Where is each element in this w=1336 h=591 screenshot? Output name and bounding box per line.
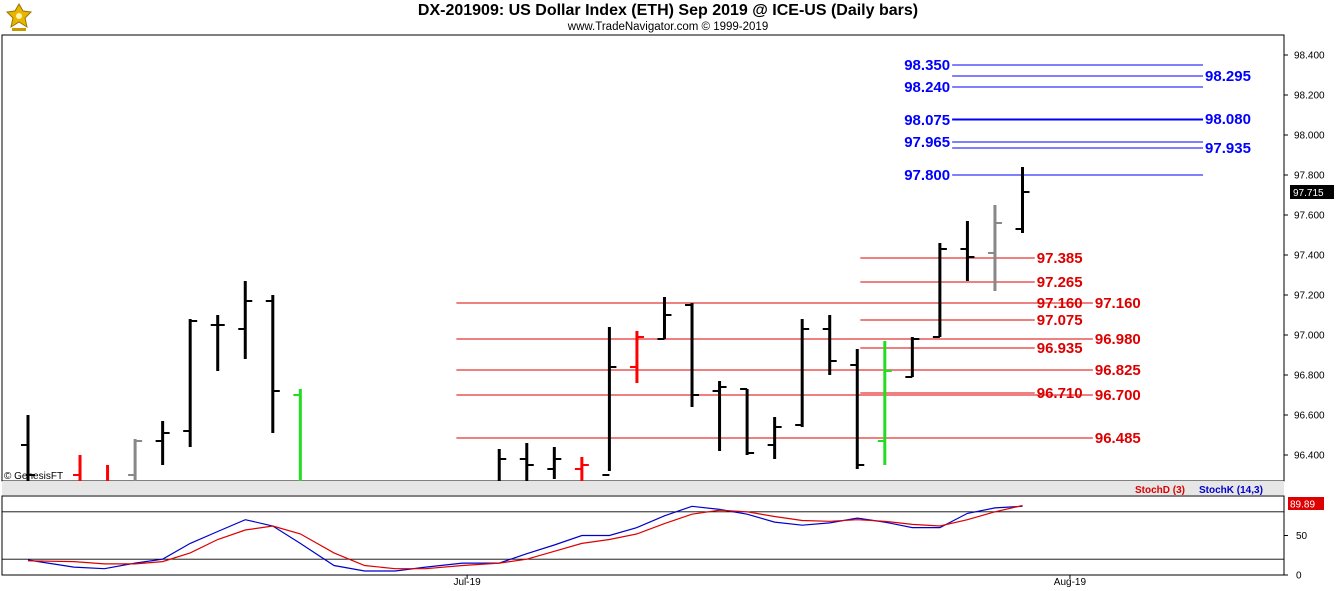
- chart-subtitle: www.TradeNavigator.com © 1999-2019: [567, 21, 769, 33]
- price-y-tick-label: 97.600: [1294, 211, 1325, 222]
- ohlc-bar: [960, 221, 975, 281]
- resistance-label: 98.295: [1205, 68, 1251, 85]
- legend-stochd: StochD (3): [1135, 485, 1185, 496]
- ohlc-bar: [238, 281, 253, 359]
- ohlc-bar: [740, 388, 755, 455]
- ohlc-bar: [712, 381, 727, 451]
- ohlc-bar: [877, 341, 892, 465]
- level-lines: 98.350 98.295 98.240 98.075 98.080 97.965 97.9…: [456, 57, 1251, 447]
- support-label: 96.710: [1037, 385, 1083, 402]
- trade-navigator-logo-icon: [4, 2, 34, 33]
- price-y-tick-label: 97.800: [1294, 171, 1325, 182]
- ohlc-bar: [21, 415, 35, 481]
- price-y-tick-label: 97.400: [1294, 251, 1325, 262]
- resistance-label: 98.240: [904, 79, 950, 96]
- support-label: 97.265: [1037, 274, 1083, 291]
- ohlc-bar: [987, 205, 1002, 291]
- x-axis-label: Jul-19: [453, 577, 481, 588]
- stochastic-panel-border: [1, 495, 1285, 576]
- price-y-tick-label: 98.200: [1294, 91, 1325, 102]
- stochastic-d-line: [27, 504, 1023, 570]
- legend-stochk: StochK (14,3): [1199, 485, 1263, 496]
- ohlc-bar: [519, 443, 534, 481]
- ohlc-bars: [21, 167, 1030, 481]
- resistance-label: 97.965: [904, 134, 950, 151]
- x-axis-label: Aug-19: [1054, 577, 1087, 588]
- support-label: 97.075: [1037, 312, 1083, 329]
- price-y-tick-label: 96.600: [1294, 411, 1325, 422]
- stochastic-last-value-box: [1288, 496, 1324, 510]
- ohlc-bar: [293, 389, 302, 481]
- ohlc-bar: [183, 319, 198, 447]
- support-label: 97.385: [1037, 250, 1083, 267]
- chart-title: DX-201909: US Dollar Index (ETH) Sep 201…: [417, 2, 919, 19]
- ohlc-bar: [1015, 167, 1030, 233]
- ohlc-bar: [685, 303, 700, 407]
- axes: 96.400 96.600 96.800 97.000 97.200 97.400 97.6…: [453, 51, 1334, 588]
- price-y-tick-label: 98.000: [1294, 131, 1325, 142]
- ohlc-bar: [497, 449, 507, 481]
- stochastic-y-tick-label: 0: [1296, 571, 1302, 582]
- ohlc-bar: [850, 349, 865, 469]
- price-y-tick-label: 96.400: [1294, 451, 1325, 462]
- ohlc-bar: [767, 417, 782, 459]
- ohlc-bar: [106, 465, 110, 481]
- ohlc-bar: [602, 327, 617, 476]
- last-price-box: [1290, 185, 1334, 199]
- ohlc-bar: [822, 315, 837, 375]
- price-panel: [1, 34, 1285, 495]
- support-label: 96.700: [1095, 387, 1141, 404]
- resistance-label: 97.935: [1205, 140, 1251, 157]
- ohlc-bar: [73, 455, 82, 481]
- last-price-label: 97.715: [1293, 188, 1324, 199]
- ohlc-bar: [155, 421, 170, 465]
- ohlc-bar: [547, 447, 562, 479]
- ohlc-bar: [574, 457, 589, 481]
- stochastic-y-tick-label: 50: [1296, 531, 1308, 542]
- support-label: 96.935: [1037, 340, 1083, 357]
- ohlc-bar: [210, 315, 225, 371]
- support-label: 96.485: [1095, 430, 1141, 447]
- resistance-label: 98.350: [904, 57, 950, 74]
- panel-separator: [2, 481, 1284, 495]
- ohlc-bar: [629, 331, 644, 383]
- stochastic-panel: [1, 495, 1285, 576]
- price-y-tick-label: 96.800: [1294, 371, 1325, 382]
- support-label: 96.825: [1095, 362, 1141, 379]
- ohlc-bar: [932, 243, 947, 338]
- support-label: 96.980: [1095, 331, 1141, 348]
- stochastic-k-line: [27, 505, 1023, 572]
- ohlc-bar: [905, 337, 920, 378]
- resistance-label: 98.075: [904, 112, 950, 129]
- support-label: 97.160: [1095, 295, 1141, 312]
- ohlc-bar: [795, 319, 810, 427]
- price-y-tick-label: 97.200: [1294, 291, 1325, 302]
- price-y-tick-label: 98.400: [1294, 51, 1325, 62]
- resistance-label: 97.800: [904, 167, 950, 184]
- resistance-label: 98.080: [1205, 111, 1251, 128]
- stochastic-lines: [27, 504, 1023, 572]
- price-panel-border: [1, 34, 1285, 482]
- ohlc-bar: [657, 297, 672, 340]
- ohlc-bar: [265, 295, 280, 433]
- ohlc-bar: [128, 439, 143, 481]
- price-y-tick-label: 97.000: [1294, 331, 1325, 342]
- stochastic-last-value-label: 89.89: [1290, 499, 1315, 510]
- watermark: © GenesisFT: [4, 471, 63, 482]
